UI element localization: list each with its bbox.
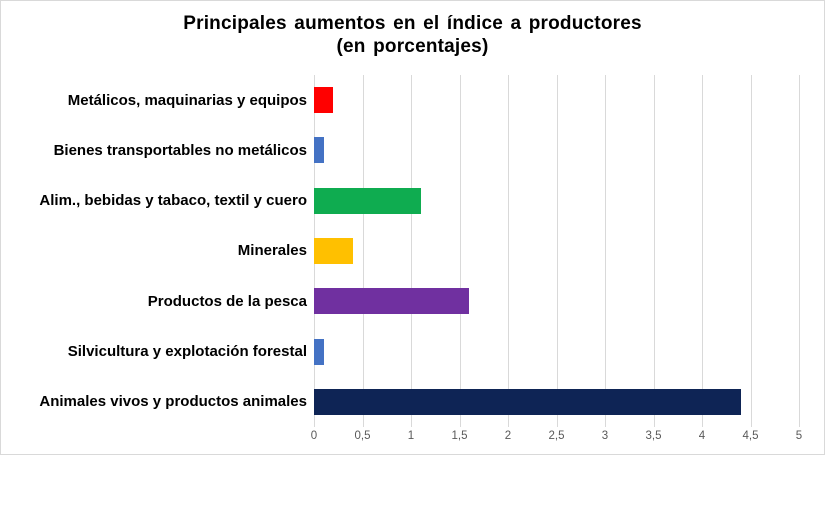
chart-title-line2: (en porcentajes) [336, 36, 489, 58]
gridline [362, 75, 364, 427]
bar-row [314, 377, 799, 427]
chart-title-line1: Principales aumentos en el índice a prod… [183, 13, 642, 34]
chart-title: Principales aumentos en el índice a prod… [1, 12, 824, 58]
plot-area [314, 75, 800, 427]
x-tick-label: 1,5 [451, 430, 468, 442]
bar-4 [314, 237, 353, 264]
category-label: Silvicultura y explotación forestal [67, 343, 307, 361]
gridline [459, 75, 461, 427]
category-label: Metálicos, maquinarias y equipos [67, 91, 307, 109]
x-tick-label: 2 [504, 430, 512, 442]
category-label: Productos de la pesca [147, 292, 307, 310]
x-tick-label: 2,5 [548, 430, 565, 442]
bar-row [314, 226, 799, 276]
x-tick-label: 4 [698, 430, 706, 442]
gridline [605, 75, 606, 427]
x-tick-label: 3 [601, 430, 609, 442]
category-label: Animales vivos y productos animales [39, 393, 307, 411]
bar-row [314, 276, 799, 326]
category-axis: Metálicos, maquinarias y equipos Bienes t… [1, 75, 307, 427]
bar-row [314, 326, 799, 376]
gridline [411, 75, 412, 427]
x-tick-label: 4,5 [742, 430, 759, 442]
bar-row [314, 176, 799, 226]
gridline [556, 75, 558, 427]
x-tick-label: 0 [310, 430, 318, 442]
gridline [750, 75, 752, 427]
chart-frame: Principales aumentos en el índice a prod… [0, 0, 825, 455]
gridline [799, 75, 800, 427]
x-tick-label: 0,5 [354, 430, 371, 442]
bar-6 [314, 338, 324, 365]
bar-3 [314, 187, 421, 214]
x-tick-label: 1 [407, 430, 415, 442]
category-label: Minerales [237, 242, 307, 260]
category-label: Alim., bebidas y tabaco, textil y cuero [39, 192, 307, 210]
x-tick-label: 5 [795, 430, 803, 442]
x-tick-label: 3,5 [645, 430, 662, 442]
category-label: Bienes transportables no metálicos [53, 141, 307, 159]
bar-row [314, 125, 799, 175]
gridline [508, 75, 509, 427]
bar-row [314, 75, 799, 125]
x-axis: 0 0,5 1 1,5 2 2,5 3 3,5 4 4,5 5 [310, 430, 803, 446]
bar-2 [314, 137, 324, 164]
gridline [653, 75, 655, 427]
bar-5 [314, 288, 470, 315]
gridline [702, 75, 703, 427]
bar-7 [314, 388, 741, 415]
bar-1 [314, 87, 334, 114]
